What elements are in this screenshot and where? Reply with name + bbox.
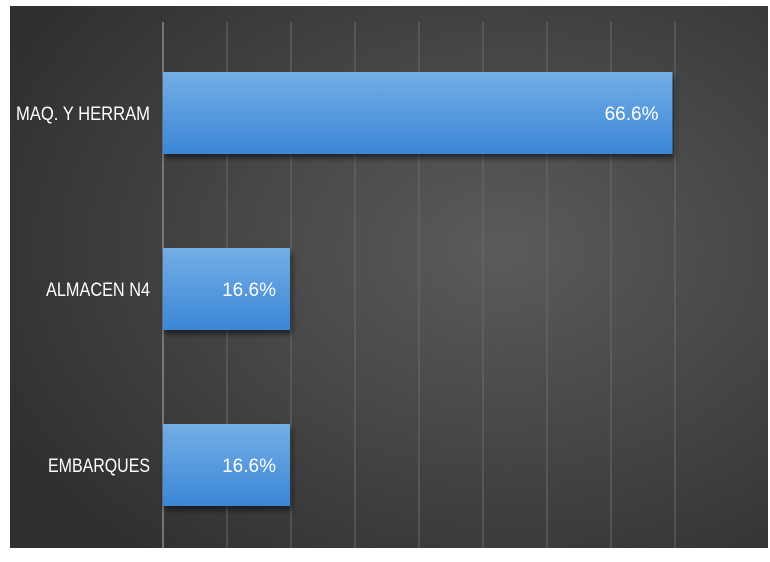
category-labels: MAQ. Y HERRAM ALMACEN N4 EMBARQUES <box>16 104 150 477</box>
category-label: MAQ. Y HERRAM <box>16 104 150 125</box>
data-label: 16.6% <box>222 456 276 477</box>
data-label: 16.6% <box>222 280 276 301</box>
category-label: EMBARQUES <box>48 456 150 477</box>
category-label: ALMACEN N4 <box>46 280 150 301</box>
data-label: 66.6% <box>605 104 659 125</box>
bar <box>163 424 290 506</box>
bar <box>163 248 290 330</box>
bar <box>163 72 673 154</box>
bars <box>163 72 673 506</box>
data-labels: 66.6% 16.6% 16.6% <box>222 104 658 477</box>
